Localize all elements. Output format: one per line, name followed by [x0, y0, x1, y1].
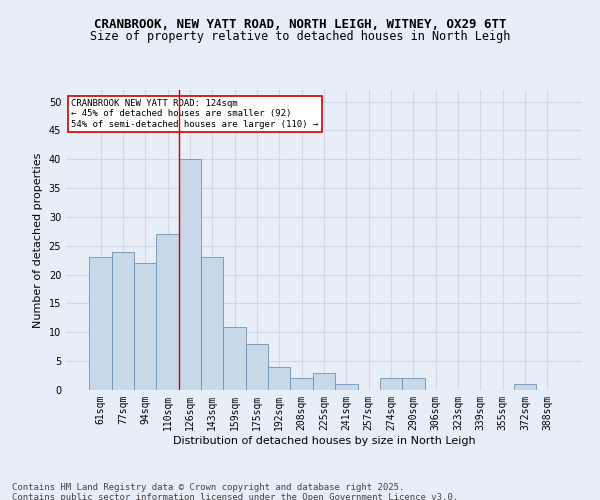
Bar — [514, 384, 536, 390]
Bar — [134, 263, 157, 390]
Text: Size of property relative to detached houses in North Leigh: Size of property relative to detached ho… — [90, 30, 510, 43]
Bar — [246, 344, 268, 390]
Text: CRANBROOK NEW YATT ROAD: 124sqm
← 45% of detached houses are smaller (92)
54% of: CRANBROOK NEW YATT ROAD: 124sqm ← 45% of… — [71, 99, 319, 129]
Y-axis label: Number of detached properties: Number of detached properties — [33, 152, 43, 328]
X-axis label: Distribution of detached houses by size in North Leigh: Distribution of detached houses by size … — [173, 436, 475, 446]
Bar — [380, 378, 402, 390]
Bar — [201, 258, 223, 390]
Text: Contains HM Land Registry data © Crown copyright and database right 2025.
Contai: Contains HM Land Registry data © Crown c… — [12, 482, 458, 500]
Bar — [290, 378, 313, 390]
Bar — [223, 326, 246, 390]
Bar — [268, 367, 290, 390]
Bar — [179, 159, 201, 390]
Bar — [157, 234, 179, 390]
Bar — [335, 384, 358, 390]
Bar — [402, 378, 425, 390]
Bar — [112, 252, 134, 390]
Bar — [313, 372, 335, 390]
Text: CRANBROOK, NEW YATT ROAD, NORTH LEIGH, WITNEY, OX29 6TT: CRANBROOK, NEW YATT ROAD, NORTH LEIGH, W… — [94, 18, 506, 30]
Bar — [89, 258, 112, 390]
